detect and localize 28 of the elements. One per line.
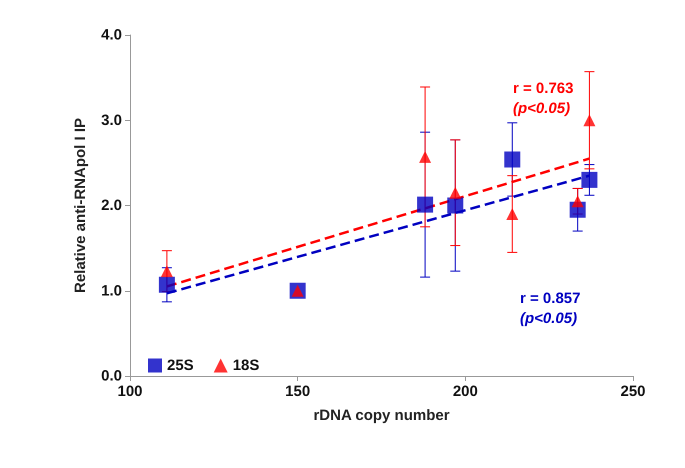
point (417, 196, 434, 213)
point (158, 276, 175, 293)
annotation: (p<0.05) (520, 310, 578, 327)
x-tick-label: 250 (620, 383, 646, 400)
y-tick-label: 4.0 (101, 26, 122, 44)
y-tick-label: 2.0 (101, 197, 122, 214)
x-axis-title: rDNA copy number (313, 407, 450, 424)
annotation: (p<0.05) (513, 100, 570, 117)
point (419, 150, 432, 163)
point (572, 195, 584, 208)
point (583, 114, 596, 126)
legend-label: 18S (232, 357, 260, 374)
point (506, 208, 518, 220)
legend-label: 25S (167, 357, 194, 374)
point (581, 172, 598, 188)
annotation: r = 0.763 (513, 80, 574, 97)
x-tick-label: 200 (452, 383, 478, 400)
point (449, 186, 462, 199)
x-tick-label: 150 (285, 383, 310, 400)
annotation: r = 0.857 (520, 290, 580, 307)
y-axis-title: Relative anti-RNApol I IP (72, 118, 89, 294)
y-tick-label: 0.0 (101, 368, 122, 384)
point (504, 151, 520, 168)
y-tick-label: 1.0 (101, 282, 122, 300)
x-tick-label: 100 (117, 383, 143, 400)
point (447, 198, 464, 214)
y-tick-label: 3.0 (101, 112, 122, 129)
point (160, 265, 173, 278)
